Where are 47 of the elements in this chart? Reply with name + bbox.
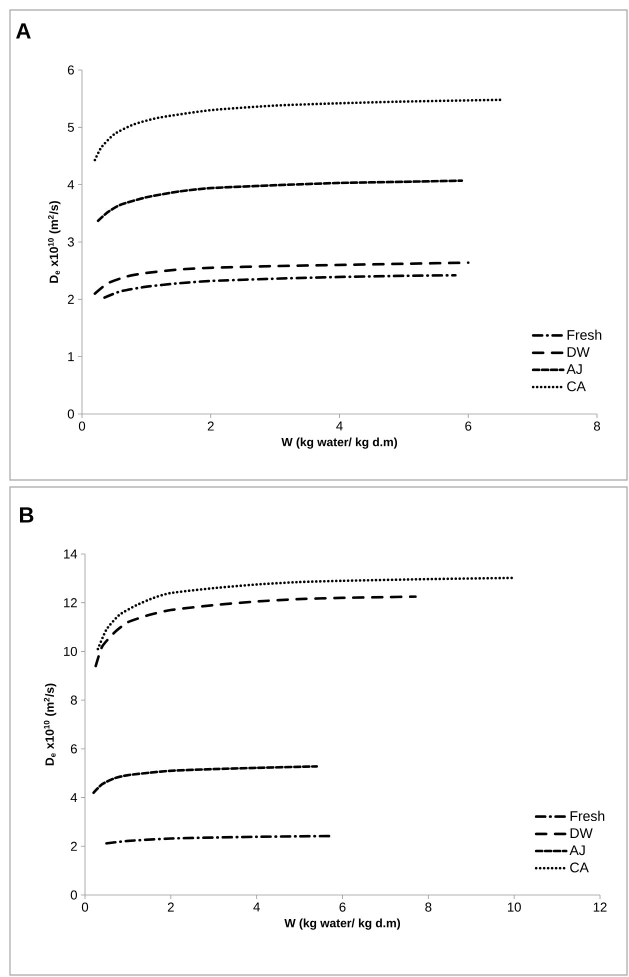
line-series	[94, 98, 502, 162]
y-tick-label: 3	[68, 237, 74, 247]
chart-title: A	[16, 23, 31, 38]
y-tick-label: 0	[68, 409, 74, 419]
legend-label: Fresh	[568, 330, 602, 340]
x-tick-label: 0	[78, 422, 86, 431]
x-axis-title: W (kg water/ kg d.m)	[281, 438, 398, 449]
chart-title: B	[20, 507, 34, 522]
line-series	[94, 261, 470, 295]
line-series	[105, 834, 331, 845]
y-axis-title: D$_{e}$ x10$^{10}$ (m$^{2}$/s)	[44, 684, 56, 766]
y-tick-label: 14	[64, 550, 78, 558]
y-tick-label: 1	[68, 352, 74, 362]
legend-label: AJ	[570, 845, 585, 856]
legend-label: DW	[568, 347, 590, 357]
y-tick-label: 6	[70, 744, 77, 754]
legend-label: AJ	[566, 364, 582, 374]
x-tick-label: 10	[508, 902, 521, 912]
x-axis-title: W (kg water/ kg d.m)	[284, 918, 400, 930]
line-series	[96, 179, 464, 222]
y-tick-label: 5	[68, 122, 74, 132]
x-tick-label: 4	[336, 422, 343, 430]
y-tick-label: 6	[68, 65, 74, 75]
x-tick-label: 0	[82, 902, 88, 912]
y-tick-label: 4	[68, 180, 74, 190]
x-tick-label: 12	[594, 902, 607, 912]
y-axis-title: D$_{e}$ x10$^{10}$ (m$^{2}$/s)	[48, 201, 60, 283]
x-tick-label: 8	[425, 902, 432, 912]
x-tick-label: 6	[340, 902, 346, 912]
y-tick-label: 4	[70, 793, 78, 802]
line-series	[92, 765, 318, 794]
line-series	[103, 274, 457, 299]
y-tick-label: 10	[64, 646, 77, 656]
y-tick-label: 2	[70, 842, 77, 851]
x-tick-label: 4	[253, 902, 260, 912]
y-tick-label: 8	[70, 696, 77, 705]
y-tick-label: 2	[68, 294, 74, 304]
legend-label: CA	[567, 381, 586, 392]
legend-label: Fresh	[570, 810, 604, 822]
x-tick-label: 6	[465, 422, 472, 431]
x-tick-label: 2	[208, 422, 214, 431]
x-tick-label: 2	[168, 902, 174, 912]
y-tick-label: 0	[70, 890, 77, 900]
legend-label: DW	[570, 828, 593, 838]
legend-label: CA	[570, 862, 589, 872]
y-tick-label: 12	[64, 598, 77, 608]
x-tick-label: 8	[594, 422, 600, 431]
